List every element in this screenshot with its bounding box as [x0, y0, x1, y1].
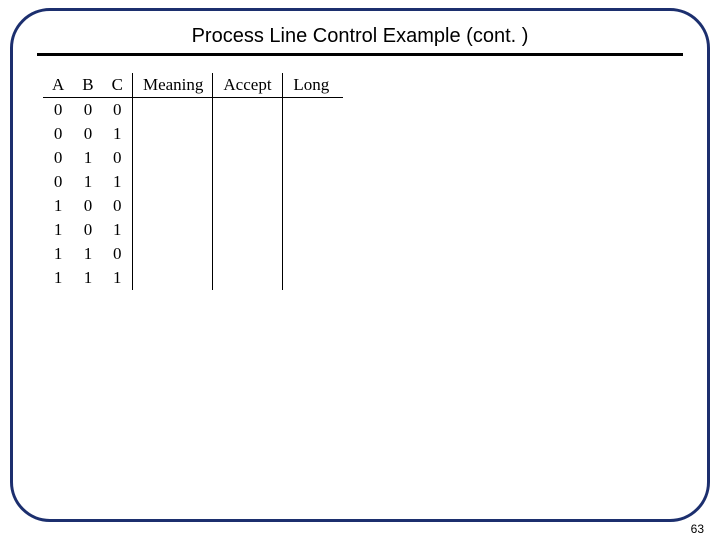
- cell-meaning: [132, 266, 212, 290]
- table-row: 0 0 1: [43, 122, 343, 146]
- cell-a: 1: [43, 194, 73, 218]
- cell-long: [283, 98, 343, 123]
- cell-b: 0: [73, 218, 102, 242]
- cell-c: 1: [103, 266, 133, 290]
- cell-c: 1: [103, 170, 133, 194]
- cell-long: [283, 122, 343, 146]
- cell-meaning: [132, 98, 212, 123]
- cell-a: 1: [43, 242, 73, 266]
- table-row: 1 0 1: [43, 218, 343, 242]
- cell-c: 0: [103, 98, 133, 123]
- cell-meaning: [132, 122, 212, 146]
- cell-c: 0: [103, 242, 133, 266]
- cell-long: [283, 194, 343, 218]
- table-row: 0 1 1: [43, 170, 343, 194]
- cell-accept: [213, 122, 283, 146]
- slide-frame: Process Line Control Example (cont. ) A …: [10, 8, 710, 522]
- header-accept: Accept: [213, 73, 283, 98]
- truth-table: A B C Meaning Accept Long 0 0 0: [43, 73, 343, 290]
- cell-b: 1: [73, 266, 102, 290]
- header-meaning: Meaning: [132, 73, 212, 98]
- cell-accept: [213, 170, 283, 194]
- slide-title: Process Line Control Example (cont. ): [13, 25, 707, 48]
- cell-a: 0: [43, 122, 73, 146]
- header-a: A: [43, 73, 73, 98]
- cell-accept: [213, 146, 283, 170]
- cell-b: 1: [73, 242, 102, 266]
- cell-a: 1: [43, 218, 73, 242]
- table-row: 0 1 0: [43, 146, 343, 170]
- cell-a: 0: [43, 146, 73, 170]
- cell-meaning: [132, 146, 212, 170]
- cell-c: 1: [103, 218, 133, 242]
- cell-long: [283, 170, 343, 194]
- cell-accept: [213, 98, 283, 123]
- cell-b: 0: [73, 122, 102, 146]
- cell-meaning: [132, 218, 212, 242]
- table-row: 1 1 0: [43, 242, 343, 266]
- header-c: C: [103, 73, 133, 98]
- cell-c: 0: [103, 194, 133, 218]
- table-header-row: A B C Meaning Accept Long: [43, 73, 343, 98]
- title-underline: [37, 53, 683, 56]
- cell-b: 0: [73, 98, 102, 123]
- cell-meaning: [132, 242, 212, 266]
- cell-accept: [213, 242, 283, 266]
- cell-c: 1: [103, 122, 133, 146]
- cell-b: 0: [73, 194, 102, 218]
- cell-c: 0: [103, 146, 133, 170]
- cell-long: [283, 146, 343, 170]
- cell-long: [283, 218, 343, 242]
- table-row: 0 0 0: [43, 98, 343, 123]
- table-body: 0 0 0 0 0 1 0 1 0: [43, 98, 343, 291]
- cell-b: 1: [73, 170, 102, 194]
- table-row: 1 1 1: [43, 266, 343, 290]
- header-b: B: [73, 73, 102, 98]
- cell-long: [283, 266, 343, 290]
- cell-a: 0: [43, 170, 73, 194]
- cell-b: 1: [73, 146, 102, 170]
- cell-long: [283, 242, 343, 266]
- cell-accept: [213, 218, 283, 242]
- page-number: 63: [691, 522, 704, 536]
- cell-meaning: [132, 170, 212, 194]
- cell-a: 0: [43, 98, 73, 123]
- cell-meaning: [132, 194, 212, 218]
- cell-accept: [213, 194, 283, 218]
- cell-accept: [213, 266, 283, 290]
- table: A B C Meaning Accept Long 0 0 0: [43, 73, 343, 290]
- table-row: 1 0 0: [43, 194, 343, 218]
- cell-a: 1: [43, 266, 73, 290]
- header-long: Long: [283, 73, 343, 98]
